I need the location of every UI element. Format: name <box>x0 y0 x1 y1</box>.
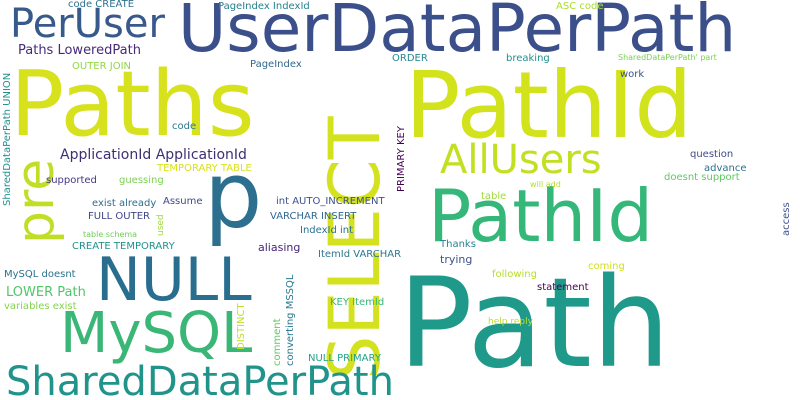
word-code-create: code CREATE <box>68 0 135 10</box>
word-int-auto-increment: int AUTO_INCREMENT <box>276 196 385 207</box>
word-pathid-green: PathId <box>428 174 654 258</box>
word-null: NULL <box>96 245 252 315</box>
word-paths: Paths <box>10 52 255 157</box>
word-aliasing: aliasing <box>258 241 301 254</box>
word-indexid-int: IndexId int <box>300 225 354 236</box>
word-doesnt-support: doesnt support <box>664 172 740 183</box>
word-itemid-varchar: ItemId VARCHAR <box>318 249 402 260</box>
word-outer-join: OUTER JOIN <box>72 61 131 72</box>
word-varchar-insert: VARCHAR INSERT <box>270 211 357 222</box>
word-access: access <box>781 202 792 236</box>
word-coming: coming <box>588 261 625 272</box>
word-will-add: will add <box>530 180 561 189</box>
word-pageindex: PageIndex <box>250 59 302 70</box>
word-pre: pre <box>6 158 66 244</box>
word-following: following <box>492 269 537 280</box>
word-statement: statement <box>537 282 589 293</box>
word-comment: comment <box>272 318 283 366</box>
word-pathid-large: PathId <box>405 52 693 159</box>
word-shareddataperpath: SharedDataPerPath <box>6 359 394 400</box>
word-trying: trying <box>440 253 473 266</box>
word-lower-path: LOWER Path <box>6 285 86 300</box>
word-mysql: MySQL <box>60 301 253 366</box>
word-work: work <box>620 69 645 80</box>
word-create-temporary: CREATE TEMPORARY <box>72 241 175 252</box>
word-shareddataperpath-union: SharedDataPerPath UNION <box>2 72 13 206</box>
word-help-reply: help reply <box>488 317 533 327</box>
word-temporary-table: TEMPORARY TABLE <box>157 163 252 174</box>
word-allusers: AllUsers <box>440 137 602 183</box>
word-exist-already: exist already <box>92 198 157 209</box>
word-question: question <box>690 149 734 160</box>
word-advance: advance <box>704 163 747 174</box>
word-path: Path <box>398 252 671 396</box>
word-asc-code: ASC code <box>556 1 604 12</box>
word-distinct: DISTINCT <box>236 303 247 350</box>
word-paths-loweredpath: Paths LoweredPath <box>18 43 141 58</box>
word-breaking: breaking <box>506 53 550 64</box>
word-userdataperpath: UserDataPerPath <box>178 0 737 67</box>
word-code: code <box>172 121 197 132</box>
word-thanks: Thanks <box>440 239 476 250</box>
word-shared-part: SharedDataPerPath' part <box>618 53 717 62</box>
word-variables-exist: variables exist <box>4 301 77 312</box>
word-assume: Assume <box>163 196 203 207</box>
word-peruser: PerUser <box>10 1 165 47</box>
word-applicationid: ApplicationId ApplicationId <box>60 147 247 163</box>
word-primary-key: PRIMARY KEY <box>396 126 407 192</box>
word-pageindex-indexid: PageIndex IndexId <box>218 1 310 12</box>
word-table-schema: table schema <box>83 230 138 239</box>
word-p: p <box>204 142 263 249</box>
word-used: used <box>156 214 166 236</box>
word-guessing: guessing <box>119 175 164 186</box>
word-mysql-doesnt: MySQL doesnt <box>4 269 76 280</box>
word-full-outer: FULL OUTER <box>88 211 150 222</box>
word-null-primary: NULL PRIMARY <box>308 353 381 364</box>
word-supported: supported <box>46 175 97 186</box>
word-order: ORDER <box>392 53 428 64</box>
word-table: table <box>481 191 507 202</box>
word-key-itemid: KEY ItemId <box>330 297 385 308</box>
word-converting-mssql: converting MSSQL <box>285 274 296 366</box>
